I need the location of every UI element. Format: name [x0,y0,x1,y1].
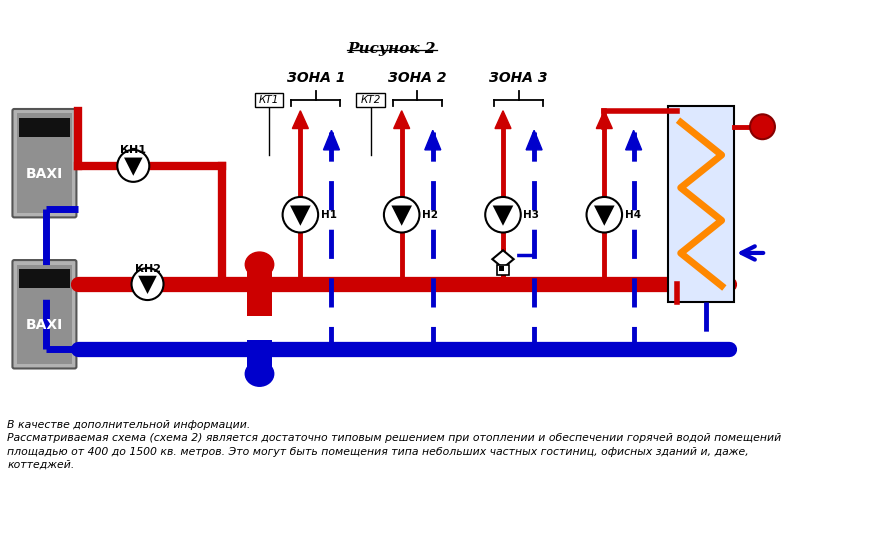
Text: BAXI: BAXI [26,167,63,181]
Polygon shape [594,206,615,226]
Bar [497,264,509,275]
Text: Н4: Н4 [625,210,641,220]
FancyBboxPatch shape [12,260,77,368]
Text: BAXI: BAXI [26,318,63,332]
Polygon shape [495,111,511,128]
Text: КТ1: КТ1 [259,95,279,105]
Bar [19,118,71,138]
Polygon shape [391,206,412,226]
Text: ЗОНА 3: ЗОНА 3 [489,71,547,85]
Text: ЗОНА 2: ЗОНА 2 [388,71,447,85]
Text: Рассматриваемая схема (схема 2) является достаточно типовым решением при отоплен: Рассматриваемая схема (схема 2) является… [7,434,781,444]
Polygon shape [394,111,410,128]
Polygon shape [291,206,311,226]
Polygon shape [323,131,339,150]
Polygon shape [139,276,157,294]
Bar [247,264,272,316]
Ellipse shape [245,361,274,386]
Bar [19,269,71,289]
Polygon shape [292,111,308,128]
Circle shape [283,197,318,232]
Text: Н2: Н2 [422,210,438,220]
Circle shape [117,150,149,182]
Text: Н1: Н1 [321,210,336,220]
Bar [247,340,272,374]
Circle shape [486,197,521,232]
Bar [17,113,72,213]
Circle shape [750,114,775,139]
Text: ЗОНА 1: ЗОНА 1 [287,71,345,85]
Bar [668,106,734,302]
Text: площадью от 400 до 1500 кв. метров. Это могут быть помещения типа небольших част: площадью от 400 до 1500 кв. метров. Это … [7,447,749,457]
Polygon shape [493,251,514,268]
Polygon shape [124,158,142,176]
Polygon shape [425,131,441,150]
FancyBboxPatch shape [357,93,385,107]
Text: Рисунок 2: Рисунок 2 [348,43,436,56]
Circle shape [132,268,163,300]
Polygon shape [596,111,612,128]
Ellipse shape [245,252,274,277]
Text: КТ2: КТ2 [360,95,381,105]
Text: КН1: КН1 [120,145,147,155]
Circle shape [586,197,623,232]
Text: коттеджей.: коттеджей. [7,460,74,470]
FancyBboxPatch shape [12,109,77,217]
Polygon shape [526,131,542,150]
Circle shape [384,197,419,232]
Bar [500,267,504,271]
Text: В качестве дополнительной информации.: В качестве дополнительной информации. [7,420,251,430]
Text: Н3: Н3 [524,210,540,220]
Polygon shape [626,131,642,150]
Polygon shape [493,206,513,226]
Bar [17,264,72,364]
Text: КН2: КН2 [134,264,161,274]
FancyBboxPatch shape [255,93,283,107]
